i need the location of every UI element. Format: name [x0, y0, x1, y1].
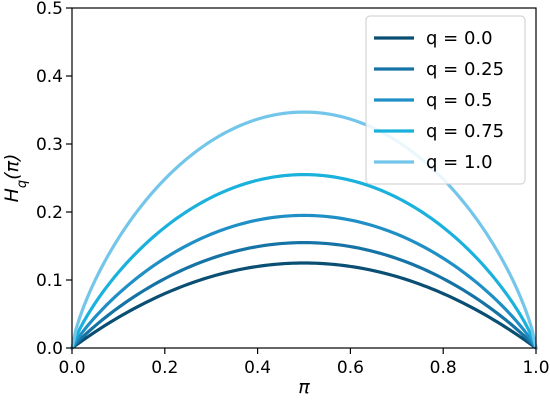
legend-label: q = 0.75: [426, 121, 504, 142]
y-axis-ticks: 0.0 0.1 0.2 0.3 0.4 0.5: [36, 0, 72, 359]
y-axis-label-arg: (π): [1, 154, 23, 180]
y-tick-label: 0.2: [36, 203, 63, 223]
x-tick-label: 1.0: [522, 358, 549, 378]
y-tick-label: 0.0: [36, 339, 63, 359]
plot-frame: [71, 7, 537, 349]
y-tick-label: 0.4: [36, 67, 63, 87]
legend-label: q = 1.0: [426, 152, 493, 173]
y-tick-label: 0.5: [36, 0, 63, 19]
legend: q = 0.0 q = 0.25 q = 0.5 q = 0.75 q = 1.0: [365, 15, 526, 185]
y-axis-label: Hq(π): [1, 154, 30, 203]
series-line-3: [70, 172, 538, 350]
x-tick-label: 0.8: [430, 358, 457, 378]
legend-label: q = 0.0: [426, 28, 493, 49]
x-tick-label: 0.0: [58, 358, 85, 378]
series-layer: [70, 110, 538, 350]
legend-label: q = 0.25: [426, 59, 504, 80]
y-axis-label-main: H: [1, 188, 23, 202]
plot-area: [70, 7, 538, 350]
x-axis-ticks: 0.0 0.2 0.4 0.6 0.8 1.0: [58, 348, 550, 378]
series-line-2: [70, 213, 538, 350]
series-line-4: [70, 110, 538, 350]
series-line-0: [70, 261, 538, 350]
legend-box: [365, 15, 526, 185]
y-tick-label: 0.3: [36, 135, 63, 155]
x-axis-label: π: [298, 376, 310, 398]
x-tick-label: 0.4: [244, 358, 271, 378]
x-tick-label: 0.6: [337, 358, 364, 378]
y-tick-label: 0.1: [36, 271, 63, 291]
x-tick-label: 0.2: [151, 358, 178, 378]
series-line-1: [70, 240, 538, 350]
legend-label: q = 0.5: [426, 90, 493, 111]
y-axis-label-sub: q: [15, 180, 30, 188]
